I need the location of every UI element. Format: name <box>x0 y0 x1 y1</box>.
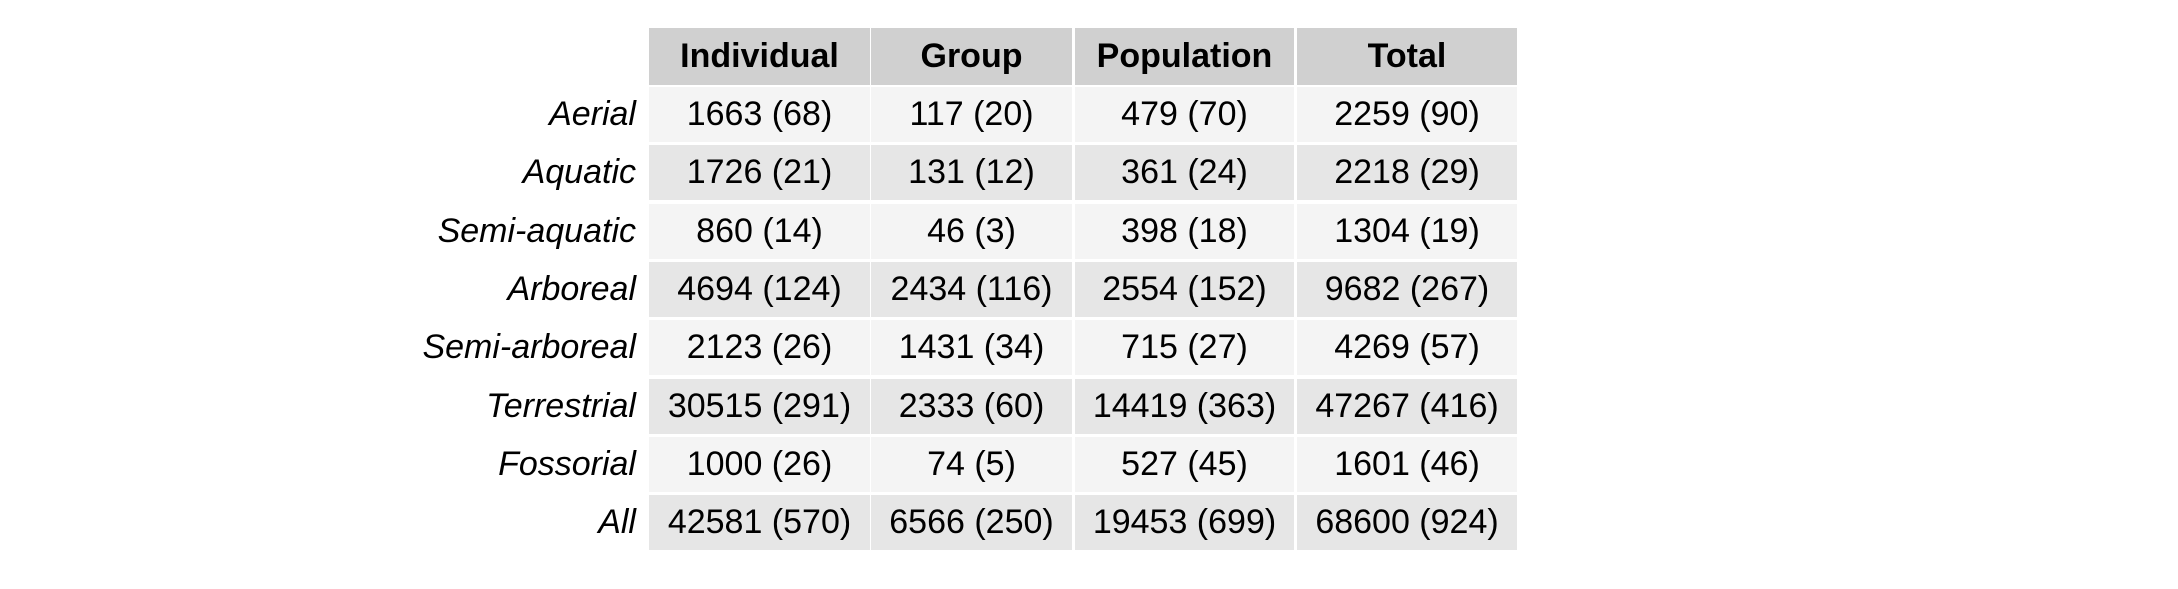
table-cell-arboreal-individual: 4694 (124) <box>649 262 870 317</box>
table-cell-semi-aquatic-population: 398 (18) <box>1075 204 1294 259</box>
table-cell-arboreal-group: 2434 (116) <box>871 262 1072 317</box>
row-label-terrestrial: Terrestrial <box>486 387 636 425</box>
table-cell-semi-arboreal-individual: 2123 (26) <box>649 320 870 375</box>
column-header-individual: Individual <box>649 28 870 85</box>
table-cell-arboreal-population: 2554 (152) <box>1075 262 1294 317</box>
table-cell-aerial-total: 2259 (90) <box>1297 87 1517 142</box>
column-header-group: Group <box>871 28 1072 85</box>
table-cell-aerial-group: 117 (20) <box>871 87 1072 142</box>
table-cell-aerial-individual: 1663 (68) <box>649 87 870 142</box>
table-cell-semi-aquatic-total: 1304 (19) <box>1297 204 1517 259</box>
table-cell-terrestrial-individual: 30515 (291) <box>649 379 870 434</box>
table-cell-terrestrial-group: 2333 (60) <box>871 379 1072 434</box>
table-cell-aquatic-population: 361 (24) <box>1075 145 1294 200</box>
table-cell-semi-aquatic-individual: 860 (14) <box>649 204 870 259</box>
table-cell-aquatic-total: 2218 (29) <box>1297 145 1517 200</box>
table-cell-all-population: 19453 (699) <box>1075 495 1294 550</box>
table-cell-aerial-population: 479 (70) <box>1075 87 1294 142</box>
table-cell-all-group: 6566 (250) <box>871 495 1072 550</box>
row-label-fossorial: Fossorial <box>498 445 636 483</box>
table-cell-terrestrial-population: 14419 (363) <box>1075 379 1294 434</box>
row-label-semi-arboreal: Semi-arboreal <box>422 328 636 366</box>
row-label-all: All <box>598 503 636 541</box>
table-cell-fossorial-group: 74 (5) <box>871 437 1072 492</box>
table-cell-semi-aquatic-group: 46 (3) <box>871 204 1072 259</box>
table-cell-fossorial-population: 527 (45) <box>1075 437 1294 492</box>
table-cell-aquatic-group: 131 (12) <box>871 145 1072 200</box>
table-cell-fossorial-total: 1601 (46) <box>1297 437 1517 492</box>
table-cell-semi-arboreal-population: 715 (27) <box>1075 320 1294 375</box>
row-label-aquatic: Aquatic <box>522 153 636 191</box>
table-cell-semi-arboreal-group: 1431 (34) <box>871 320 1072 375</box>
table-cell-fossorial-individual: 1000 (26) <box>649 437 870 492</box>
table-cell-all-individual: 42581 (570) <box>649 495 870 550</box>
column-header-total: Total <box>1297 28 1517 85</box>
table-cell-arboreal-total: 9682 (267) <box>1297 262 1517 317</box>
table-cell-semi-arboreal-total: 4269 (57) <box>1297 320 1517 375</box>
table-cell-aquatic-individual: 1726 (21) <box>649 145 870 200</box>
table-cell-terrestrial-total: 47267 (416) <box>1297 379 1517 434</box>
table-cell-all-total: 68600 (924) <box>1297 495 1517 550</box>
column-header-population: Population <box>1075 28 1294 85</box>
row-label-semi-aquatic: Semi-aquatic <box>437 212 636 250</box>
row-label-aerial: Aerial <box>549 95 636 133</box>
row-label-arboreal: Arboreal <box>507 270 636 308</box>
